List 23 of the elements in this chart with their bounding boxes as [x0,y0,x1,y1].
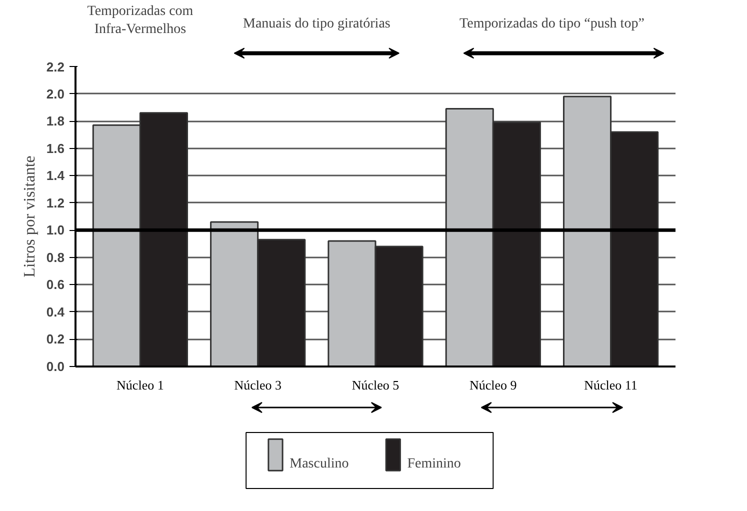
y-tick-label: 1.8 [46,114,65,129]
y-tick-label: 0.0 [46,359,65,374]
y-axis-title: Litros por visitante [21,156,38,278]
x-tick-label: Núcleo 3 [234,378,282,392]
text: Temporizadas do tipo “push top” [460,16,644,32]
legend-label: Feminino [407,456,461,472]
x-tick-label: Núcleo 5 [352,378,400,392]
x-tick-label: Núcleo 11 [584,378,638,392]
y-tick-label: 0.6 [46,277,65,292]
y-tick-label: 1.0 [46,222,65,238]
y-tick-label: 1.2 [46,195,65,210]
y-tick-label: 0.8 [46,250,65,265]
x-tick-label: Núcleo 9 [470,378,517,392]
y-tick-label: 1.4 [46,168,66,184]
y-tick-label: 2.2 [46,60,65,74]
text: Temporizadas com Infra-Vermelhos [87,4,194,37]
y-tick-label: 2.0 [46,86,65,102]
x-tick-label: Núcleo 1 [116,378,164,392]
legend-label: Masculino [290,456,349,472]
y-tick-label: 1.6 [46,140,65,156]
y-tick-label: 0.2 [46,332,65,347]
y-tick-label: 0.4 [46,304,66,320]
text: Manuais do tipo giratórias [242,16,390,32]
